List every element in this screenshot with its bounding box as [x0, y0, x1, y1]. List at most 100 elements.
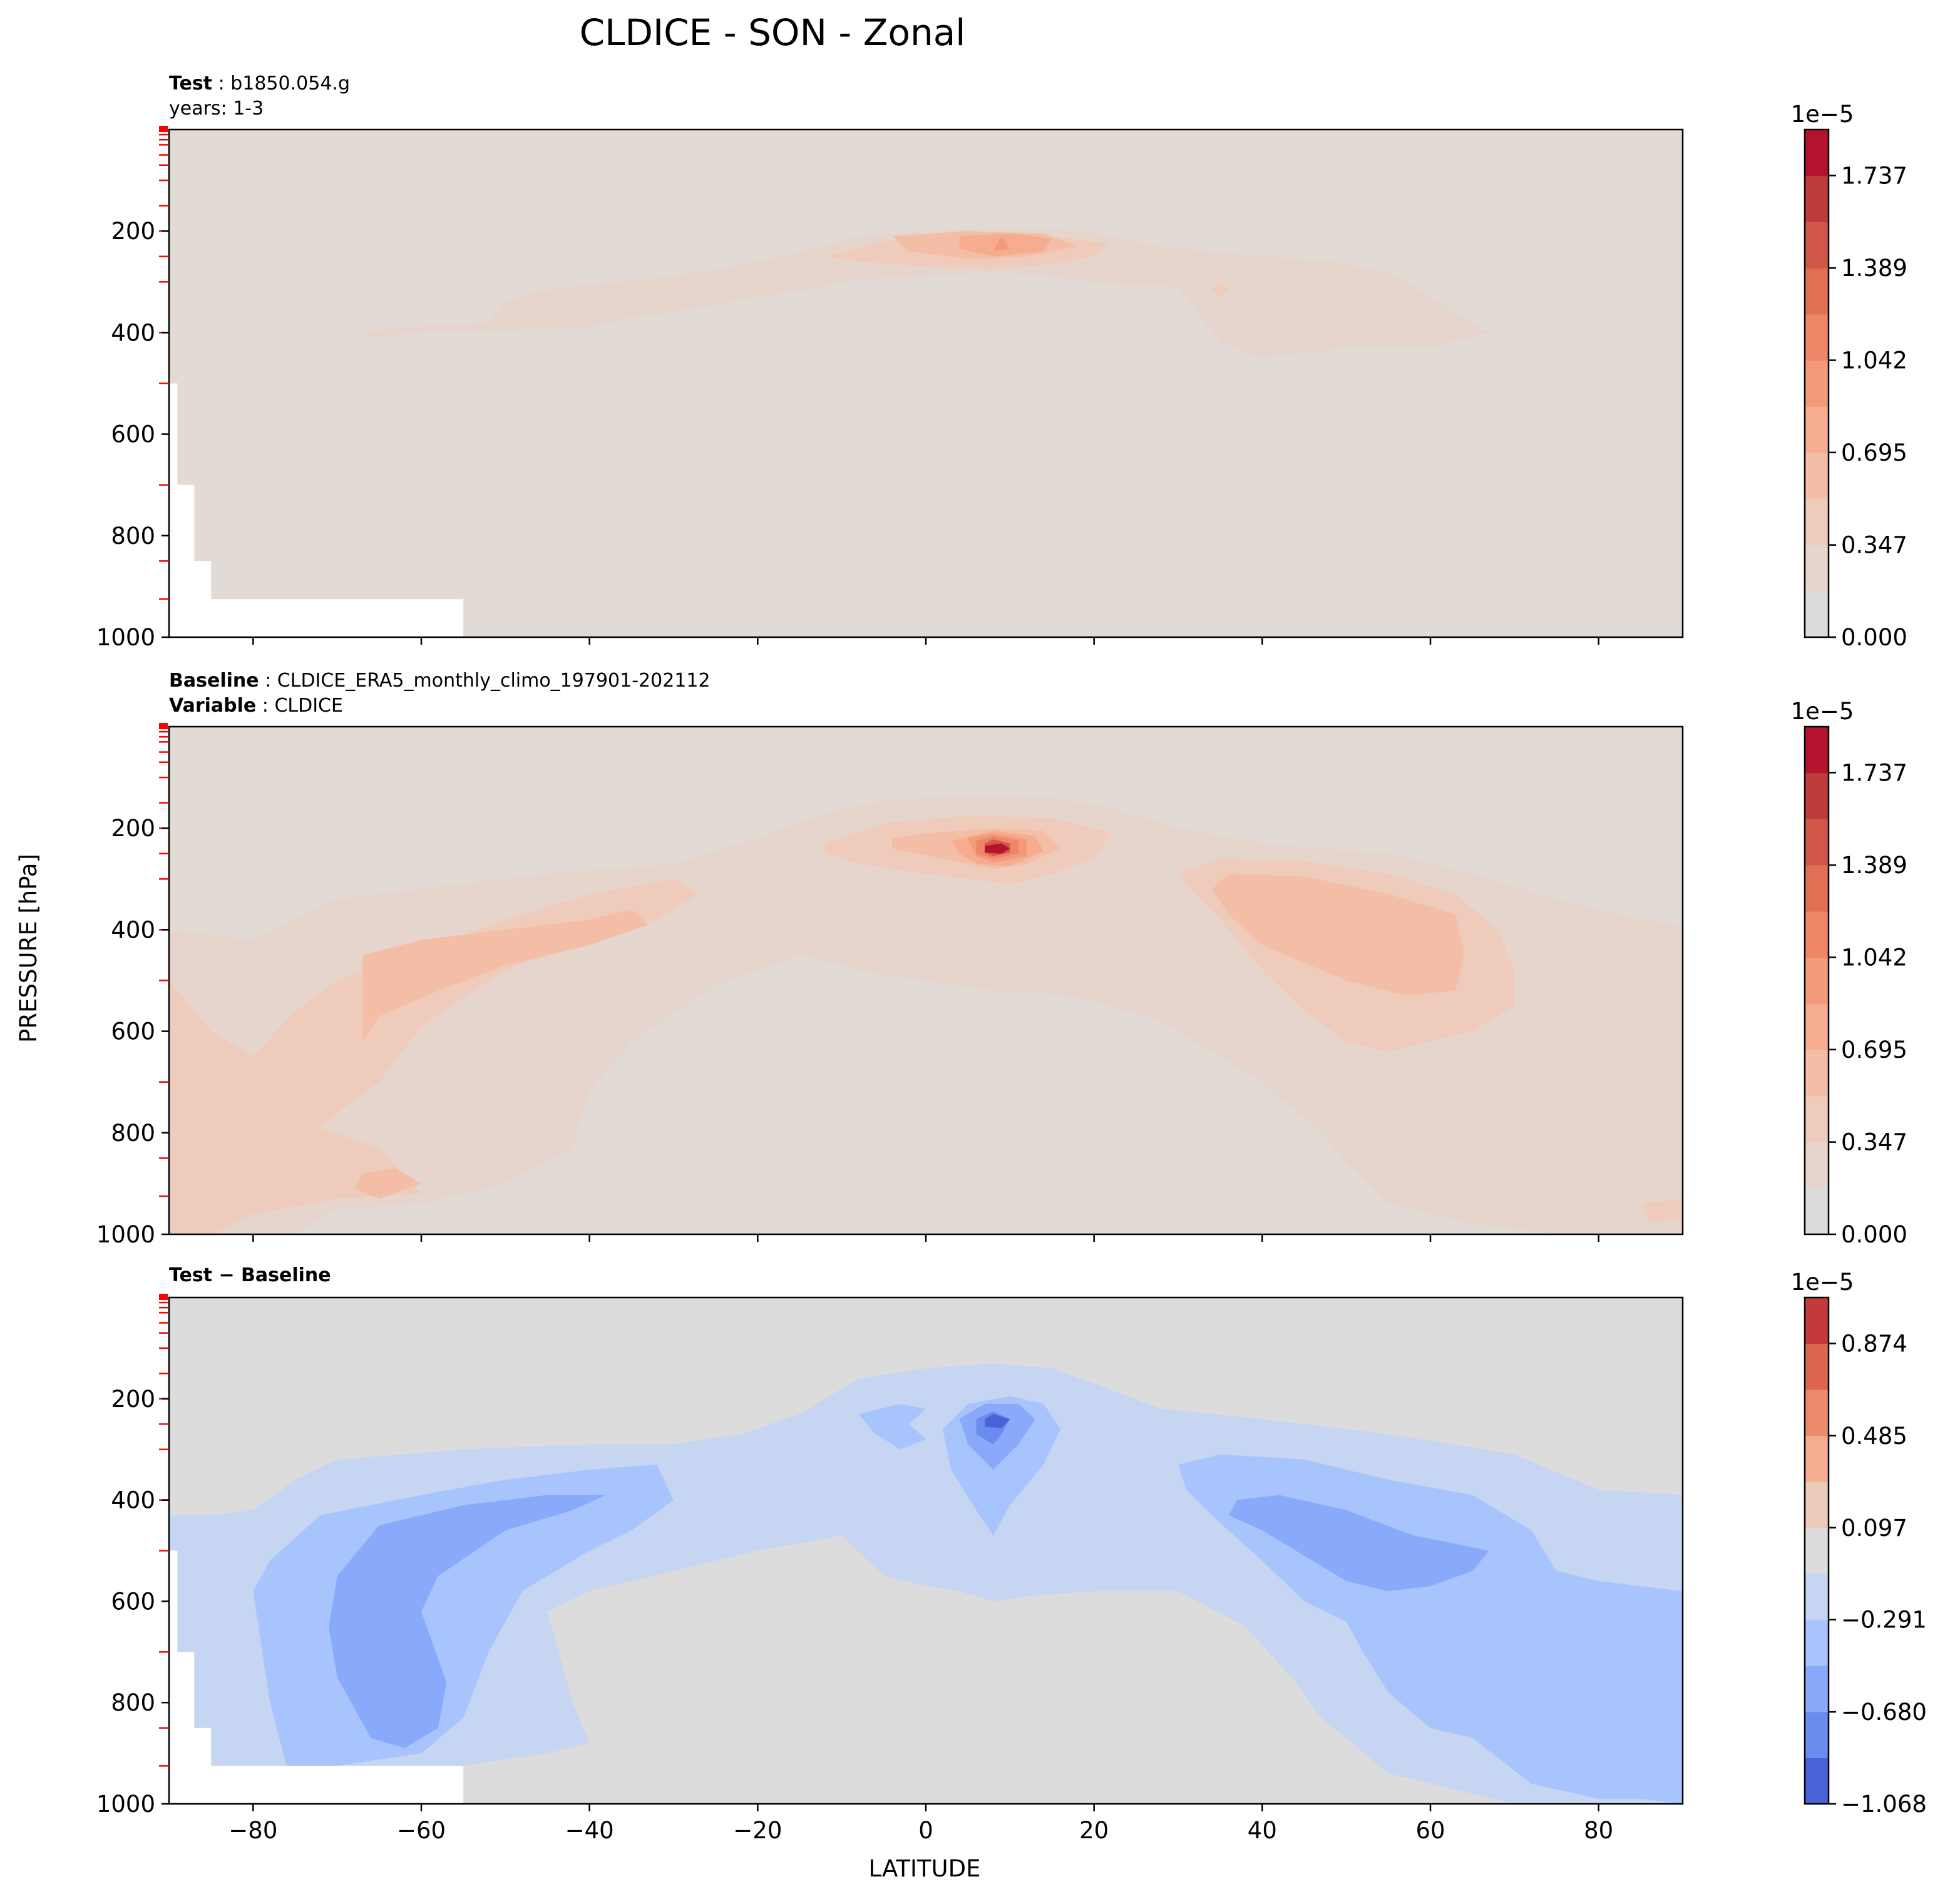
x-tick-label: −20	[733, 1817, 782, 1844]
colorbar-swatch	[1805, 406, 1829, 453]
x-tick-label: 0	[918, 1817, 933, 1844]
colorbar-swatch	[1805, 865, 1829, 912]
colorbar-swatch	[1805, 1095, 1829, 1143]
contour-level-3	[1211, 874, 1464, 996]
colorbar-swatch	[1805, 498, 1829, 546]
header-label: Test − Baseline	[169, 1264, 331, 1286]
colorbar-swatch	[1805, 453, 1829, 499]
x-axis-label: LATITUDE	[869, 1855, 981, 1882]
x-tick-label: −40	[565, 1817, 614, 1844]
contour-level-3	[354, 1168, 421, 1199]
y-tick-label: 600	[111, 421, 155, 448]
y-tick-label: 600	[111, 1018, 155, 1045]
colorbar-tick-label: 1.389	[1841, 852, 1907, 879]
y-tick-label: 1000	[96, 624, 155, 651]
colorbar-swatch	[1805, 1758, 1829, 1804]
header-label: Variable	[169, 695, 256, 717]
header-value: CLDICE_ERA5_monthly_climo_197901-202112	[277, 670, 711, 692]
x-tick-label: 20	[1079, 1817, 1109, 1844]
x-tick-label: 40	[1248, 1817, 1277, 1844]
header-label: Test	[169, 73, 212, 95]
y-tick-label: 800	[111, 1120, 155, 1147]
colorbar: 0.000 0.347 0.695 1.042 1.389 1.737 1e−5	[1791, 698, 1907, 1248]
plot-area	[169, 1298, 1683, 1804]
colorbar-swatch	[1805, 591, 1829, 638]
colorbar-swatch	[1805, 545, 1829, 591]
colorbar-swatch	[1805, 1050, 1829, 1097]
colorbar-swatch	[1805, 268, 1829, 315]
contour-level-2	[169, 879, 699, 1234]
pressure-level-tick-top	[159, 1294, 168, 1300]
contour-level-1	[362, 228, 1489, 358]
colorbar-tick-label: 0.000	[1841, 624, 1907, 651]
colorbar-swatch	[1805, 1574, 1829, 1620]
colorbar-tick-label: 0.695	[1841, 1037, 1907, 1063]
header-value: b1850.054.g	[230, 73, 350, 95]
colorbar-swatch	[1805, 1298, 1829, 1344]
x-tick-label: −80	[228, 1817, 277, 1844]
colorbar-frame	[1804, 725, 1830, 1236]
colorbar-swatch	[1805, 1482, 1829, 1528]
colorbar-swatch	[1805, 1343, 1829, 1390]
colorbar-tick-label: 0.000	[1841, 1221, 1907, 1248]
y-tick-label: 800	[111, 1689, 155, 1716]
colorbar-swatch	[1805, 175, 1829, 222]
colorbar-swatch	[1805, 1711, 1829, 1758]
colorbar-swatch	[1805, 1435, 1829, 1482]
panel-header-line: years: 1-3	[169, 98, 264, 120]
colorbar-swatch	[1805, 222, 1829, 269]
x-tick-label: −60	[397, 1817, 446, 1844]
contour-level-2	[1640, 1199, 1683, 1222]
header-separator: :	[212, 73, 230, 95]
contour-level-5	[993, 236, 1010, 252]
header-value: CLDICE	[274, 695, 343, 717]
y-tick-label: 200	[111, 1386, 155, 1413]
colorbar-swatch	[1805, 1390, 1829, 1436]
y-tick-label: 400	[111, 916, 155, 943]
colorbar-tick-label: −1.068	[1841, 1791, 1927, 1818]
colorbar-tick-label: −0.291	[1841, 1607, 1927, 1634]
panel-header-line: Test − Baseline	[169, 1264, 331, 1286]
panel-test: Test : b1850.054.g years: 1-3 200 400 600 800…	[96, 73, 1907, 651]
header-label: Baseline	[169, 670, 259, 692]
colorbar-swatch	[1805, 360, 1829, 407]
colorbar-tick-label: 0.695	[1841, 439, 1907, 466]
plot-area	[169, 727, 1683, 1234]
contour-level-3	[362, 909, 649, 1042]
y-tick-label: 400	[111, 1487, 155, 1514]
colorbar-tick-label: 0.874	[1841, 1330, 1907, 1357]
colorbar-swatch	[1805, 1619, 1829, 1666]
colorbar-tick-label: 0.485	[1841, 1423, 1907, 1450]
y-tick-label: 400	[111, 319, 155, 346]
x-tick-label: 80	[1584, 1817, 1613, 1844]
colorbar-tick-label: 0.347	[1841, 1129, 1907, 1156]
colorbar-tick-label: 1.737	[1841, 162, 1907, 189]
y-axis-label: PRESSURE [hPa]	[15, 854, 42, 1043]
header-separator: :	[259, 670, 277, 692]
panel-header-line: Baseline : CLDICE_ERA5_monthly_climo_197…	[169, 670, 711, 692]
y-tick-label: 1000	[96, 1221, 155, 1248]
contour-level-10	[985, 843, 1010, 854]
y-tick-label: 600	[111, 1588, 155, 1615]
colorbar-swatch	[1805, 772, 1829, 819]
panel-baseline: Baseline : CLDICE_ERA5_monthly_climo_197…	[96, 670, 1907, 1248]
contour-level-2	[1228, 1495, 1489, 1592]
colorbar-swatch	[1805, 314, 1829, 361]
colorbar-tick-label: 1.737	[1841, 759, 1907, 786]
figure-title: CLDICE - SON - Zonal	[580, 11, 966, 54]
contour-level-2	[1211, 282, 1229, 297]
colorbar-frame	[1804, 1296, 1830, 1805]
colorbar-swatch	[1805, 1142, 1829, 1189]
y-tick-label: 200	[111, 815, 155, 842]
colorbar-swatch	[1805, 1527, 1829, 1574]
y-tick-label: 200	[111, 218, 155, 245]
plot-area	[169, 130, 1683, 637]
y-tick-label: 800	[111, 523, 155, 550]
pressure-level-tick-top	[159, 126, 168, 132]
colorbar-tick-label: 1.042	[1841, 347, 1907, 374]
contour-level-0	[985, 1414, 1010, 1428]
colorbar-tick-label: 0.347	[1841, 532, 1907, 559]
